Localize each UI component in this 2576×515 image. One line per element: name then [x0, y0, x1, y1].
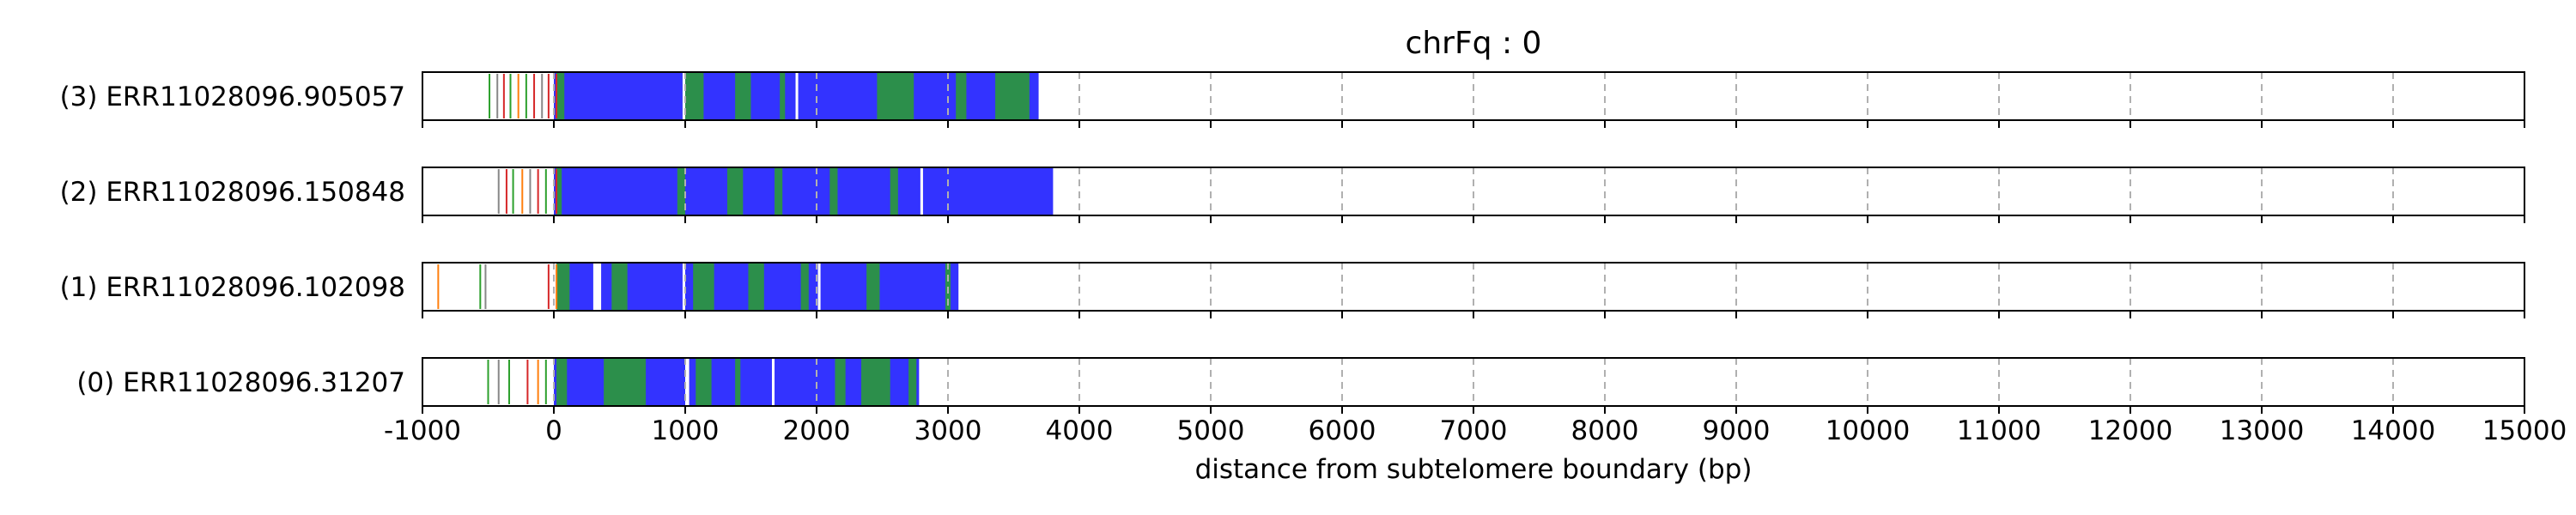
green-band — [682, 73, 704, 119]
green-band — [556, 168, 562, 215]
x-tick-label: 9000 — [1703, 415, 1771, 446]
gap — [920, 168, 923, 215]
read-track: (1) ERR11028096.102098 — [60, 262, 2525, 318]
gap — [682, 264, 685, 310]
x-tick-label: 8000 — [1571, 415, 1639, 446]
green-band — [835, 359, 846, 405]
x-tick-label: 15000 — [2482, 415, 2567, 446]
x-tick-label: 0 — [545, 415, 562, 446]
gap — [795, 73, 799, 119]
read-track: (2) ERR11028096.150848 — [60, 167, 2525, 223]
green-band — [890, 168, 898, 215]
read-label: (1) ERR11028096.102098 — [60, 272, 405, 303]
chart-title: chrFq : 0 — [1406, 26, 1542, 61]
gap — [817, 264, 821, 310]
green-band — [726, 168, 744, 215]
gap — [685, 359, 690, 405]
green-band — [611, 264, 628, 310]
read-label: (0) ERR11028096.31207 — [76, 367, 405, 398]
read-label: (3) ERR11028096.905057 — [60, 82, 405, 112]
green-band — [604, 359, 647, 405]
x-tick-label: -1000 — [384, 415, 461, 446]
x-tick-label: 10000 — [1826, 415, 1911, 446]
green-band — [556, 73, 565, 119]
green-band — [866, 264, 880, 310]
read-track: (0) ERR11028096.31207 — [76, 357, 2525, 414]
x-tick-label: 13000 — [2220, 415, 2305, 446]
x-tick-label: 3000 — [914, 415, 982, 446]
green-band — [693, 264, 714, 310]
x-tick-label: 7000 — [1440, 415, 1508, 446]
read-track: (3) ERR11028096.905057 — [60, 71, 2525, 128]
x-tick-label: 4000 — [1046, 415, 1114, 446]
x-tick-label: 12000 — [2088, 415, 2173, 446]
green-band — [748, 264, 764, 310]
green-band — [556, 359, 568, 405]
green-band — [735, 359, 741, 405]
blue-region — [554, 168, 1054, 215]
x-tick-label: 6000 — [1309, 415, 1376, 446]
green-band — [775, 168, 783, 215]
x-tick-label: 5000 — [1177, 415, 1245, 446]
x-tick-label: 11000 — [1957, 415, 2042, 446]
x-tick-label: 14000 — [2351, 415, 2436, 446]
x-tick-label: 2000 — [783, 415, 851, 446]
green-band — [780, 73, 786, 119]
green-band — [556, 264, 570, 310]
x-axis-label: distance from subtelomere boundary (bp) — [1195, 454, 1753, 485]
gap — [592, 264, 602, 310]
green-band — [829, 168, 838, 215]
green-band — [677, 168, 685, 215]
x-axis: -1000 0 1000 2000 3000 4000 5000 6000 7000 8000 90… — [384, 415, 2567, 446]
green-band — [735, 73, 751, 119]
tracks: (3) ERR11028096.905057 (2) ERR11028096.15… — [60, 71, 2525, 414]
green-band — [956, 73, 967, 119]
green-band — [861, 359, 890, 405]
green-band — [800, 264, 809, 310]
green-band — [696, 359, 712, 405]
green-band — [877, 73, 914, 119]
read-label: (2) ERR11028096.150848 — [60, 177, 405, 208]
green-band — [908, 359, 917, 405]
x-tick-label: 1000 — [652, 415, 720, 446]
green-band — [995, 73, 1030, 119]
gap — [682, 73, 685, 119]
gap — [771, 359, 775, 405]
